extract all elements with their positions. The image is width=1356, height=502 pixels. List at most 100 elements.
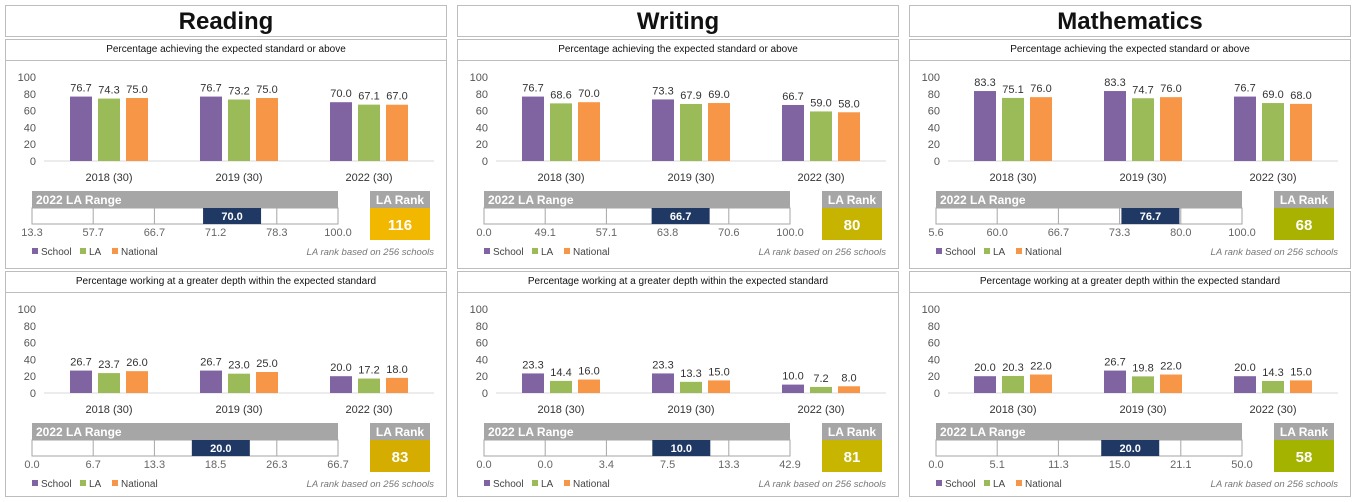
rank-note: LA rank based on 256 schools (759, 247, 887, 258)
bar-national (838, 112, 860, 161)
category-label: 2022 (30) (1249, 404, 1296, 416)
data-label: 15.0 (708, 366, 729, 378)
chart-svg: 100 80 60 40 20 0 76.7 74.3 75.0 2018 (30) 76.7 73.… (18, 72, 435, 258)
data-label: 74.7 (1132, 84, 1153, 96)
bar-national (1290, 103, 1312, 161)
bar-national (126, 98, 148, 161)
bar-la (98, 98, 120, 161)
range-tick-label: 13.3 (21, 227, 42, 239)
legend-label: National (121, 247, 158, 258)
data-label: 70.0 (330, 88, 351, 100)
panel-header: Percentage achieving the expected standa… (458, 40, 898, 61)
subject-column-reading: Reading Percentage achieving the expected… (5, 5, 447, 497)
subject-column-writing: Writing Percentage achieving the expected… (457, 5, 899, 497)
rank-header-label: LA Rank (376, 425, 425, 439)
category-label: 2019 (30) (215, 172, 262, 184)
range-tick-label: 18.5 (205, 459, 226, 471)
greater-depth-panel: Percentage working at a greater depth wi… (5, 271, 447, 497)
rank-value: 116 (388, 217, 412, 234)
y-tick-label: 20 (476, 139, 488, 151)
bar-school (782, 384, 804, 393)
bar-school (1104, 370, 1126, 393)
data-label: 15.0 (1290, 366, 1311, 378)
range-tick-label: 6.7 (86, 459, 101, 471)
range-tick-label: 15.0 (1109, 459, 1130, 471)
category-label: 2022 (30) (345, 172, 392, 184)
data-label: 22.0 (1160, 361, 1181, 373)
range-tick-label: 13.3 (144, 459, 165, 471)
greater-depth-panel: Percentage working at a greater depth wi… (457, 271, 899, 497)
y-tick-label: 80 (476, 321, 488, 333)
rank-note: LA rank based on 256 schools (1211, 479, 1339, 490)
data-label: 67.9 (680, 90, 701, 102)
bar-national (386, 377, 408, 393)
data-label: 67.0 (386, 91, 407, 103)
category-label: 2019 (30) (1119, 172, 1166, 184)
legend-label: LA (89, 479, 102, 490)
data-label: 76.7 (1234, 83, 1255, 95)
category-label: 2018 (30) (989, 172, 1036, 184)
legend-label: National (1025, 479, 1062, 490)
range-bar (935, 207, 1243, 225)
rank-value: 68 (1296, 217, 1313, 234)
bar-national (256, 98, 278, 161)
range-marker (1101, 440, 1160, 456)
y-tick-label: 100 (470, 304, 488, 316)
rank-header-label: LA Rank (828, 193, 877, 207)
legend-swatch-la (80, 248, 86, 254)
range-header-label: 2022 LA Range (36, 193, 122, 207)
rank-note: LA rank based on 256 schools (307, 479, 435, 490)
rank-box (1274, 440, 1334, 472)
bar-la (680, 103, 702, 161)
category-label: 2022 (30) (1249, 172, 1296, 184)
expected-standard-panel: Percentage achieving the expected standa… (5, 39, 447, 269)
legend-swatch-national (564, 480, 570, 486)
data-label: 75.0 (256, 84, 277, 96)
range-tick-label: 49.1 (534, 227, 555, 239)
rank-header-label: LA Rank (376, 193, 425, 207)
range-header-label: 2022 LA Range (488, 193, 574, 207)
data-label: 8.0 (841, 372, 856, 384)
bar-national (1160, 97, 1182, 161)
legend-swatch-la (984, 480, 990, 486)
rank-header (822, 423, 882, 440)
range-tick-label: 100.0 (1228, 227, 1256, 239)
bar-la (228, 373, 250, 393)
data-label: 14.4 (550, 367, 571, 379)
data-label: 73.2 (228, 86, 249, 98)
data-label: 23.7 (98, 359, 119, 371)
legend-swatch-national (1016, 248, 1022, 254)
range-tick-label: 0.0 (476, 227, 491, 239)
data-label: 26.7 (70, 357, 91, 369)
bar-la (810, 386, 832, 393)
y-tick-label: 20 (928, 139, 940, 151)
data-label: 26.7 (200, 357, 221, 369)
y-tick-label: 80 (24, 321, 36, 333)
range-tick-label: 5.1 (990, 459, 1005, 471)
y-tick-label: 40 (24, 354, 36, 366)
chart-svg: 100 80 60 40 20 0 76.7 68.6 70.0 2018 (30) 73.3 67.… (470, 72, 887, 258)
legend-swatch-la (80, 480, 86, 486)
range-marker (1121, 208, 1180, 224)
bar-la (680, 381, 702, 393)
bar-la (550, 380, 572, 393)
range-tick-label: 42.9 (779, 459, 800, 471)
panel-header: Percentage achieving the expected standa… (910, 40, 1350, 61)
y-tick-label: 20 (24, 371, 36, 383)
range-tick-label: 100.0 (776, 227, 804, 239)
range-marker (203, 208, 262, 224)
range-tick-label: 57.7 (82, 227, 103, 239)
panel-header: Percentage working at a greater depth wi… (6, 272, 446, 293)
data-label: 76.7 (70, 83, 91, 95)
bar-national (256, 372, 278, 393)
bar-national (1160, 374, 1182, 393)
legend-swatch-la (532, 480, 538, 486)
data-label: 16.0 (578, 366, 599, 378)
data-label: 22.0 (1030, 361, 1051, 373)
range-tick-label: 66.7 (144, 227, 165, 239)
range-marker-value: 20.0 (210, 443, 231, 455)
data-label: 74.3 (98, 85, 119, 97)
bar-school (652, 373, 674, 393)
range-bar (483, 439, 791, 457)
legend-label: LA (541, 479, 554, 490)
